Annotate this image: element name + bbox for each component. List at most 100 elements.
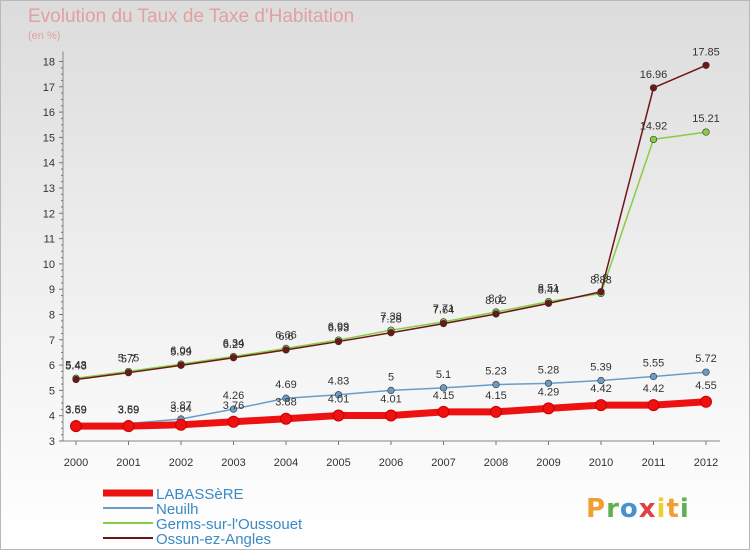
data-point	[282, 346, 290, 354]
data-point	[280, 412, 292, 425]
proxiti-logo: Proxiti	[586, 494, 689, 524]
x-tick-label: 2004	[274, 457, 298, 469]
data-label: 4.83	[328, 376, 349, 388]
data-point	[439, 320, 448, 328]
axes: 3 4 5 6 7 8 9 10 11 12 13 14 15 16 17 18 2000 2001 2002 200…	[43, 51, 720, 469]
y-tick-label: 15	[43, 132, 55, 144]
data-point	[177, 361, 185, 369]
data-label: 17.85	[692, 46, 720, 58]
data-label: 6.93	[328, 323, 349, 335]
data-point	[175, 418, 187, 431]
data-point	[70, 420, 82, 433]
data-label: 3.59	[118, 404, 139, 416]
data-point	[647, 399, 660, 412]
data-point	[649, 84, 658, 92]
data-label: 14.92	[640, 120, 668, 132]
y-tick-label: 4	[49, 411, 55, 423]
data-point	[490, 405, 502, 418]
data-label: 4.42	[643, 383, 664, 395]
data-label: 7.71	[433, 303, 454, 315]
data-point	[229, 405, 238, 413]
data-label: 8.1	[488, 293, 503, 305]
data-label: 16.96	[640, 69, 668, 81]
x-tick-label: 2012	[694, 457, 718, 469]
legend-label-2: Germs-sur-l'Oussouet	[156, 516, 303, 533]
data-label: 5.99	[170, 346, 191, 358]
legend: LABASSèRENeuilhGerms-sur-l'OussouetOssun…	[103, 486, 303, 548]
data-label: 3.69	[118, 405, 139, 417]
data-label: 5.43	[65, 361, 86, 373]
data-label: 3.59	[65, 404, 86, 416]
data-point	[122, 420, 135, 433]
x-tick-label: 2002	[169, 457, 193, 469]
chart-title: Evolution du Taux de Taxe d'Habitation	[28, 6, 355, 27]
y-tick-label: 9	[49, 284, 55, 296]
data-label: 3.88	[275, 397, 296, 409]
data-point	[595, 399, 607, 412]
x-tick-label: 2010	[589, 457, 613, 469]
y-tick-label: 16	[43, 107, 55, 119]
legend-label-1: Neuilh	[156, 501, 199, 518]
data-point	[387, 329, 395, 337]
data-label: 5.1	[436, 369, 451, 381]
x-tick-label: 2005	[326, 457, 350, 469]
data-point	[229, 354, 238, 362]
x-tick-label: 2008	[484, 457, 508, 469]
data-label: 5.72	[695, 353, 716, 365]
data-label: 5	[388, 371, 394, 383]
data-label: 5.55	[643, 357, 664, 369]
x-tick-label: 2001	[116, 457, 140, 469]
data-label: 8.51	[538, 283, 559, 295]
chart-subtitle: (en %)	[28, 30, 61, 42]
data-label: 6.99	[328, 321, 349, 333]
data-label: 4.26	[223, 390, 244, 402]
y-tick-label: 3	[49, 436, 55, 448]
data-label: 4.55	[695, 380, 716, 392]
data-label: 5.75	[118, 352, 139, 364]
data-label: 8.83	[590, 275, 611, 287]
data-label: 3.69	[65, 405, 86, 417]
y-tick-label: 10	[43, 259, 55, 271]
data-label: 8.44	[538, 284, 559, 296]
data-label: 5.28	[538, 364, 559, 376]
data-label: 4.01	[380, 393, 401, 405]
series-line-2	[75, 131, 707, 380]
x-tick-label: 2003	[221, 457, 245, 469]
x-tick-label: 2000	[64, 457, 88, 469]
data-label: 4.42	[590, 383, 611, 395]
y-tick-label: 17	[43, 82, 55, 94]
data-point	[649, 372, 658, 381]
data-label: 5.23	[485, 366, 506, 378]
y-tick-label: 14	[43, 158, 55, 170]
data-point	[332, 409, 345, 422]
data-label: 6.66	[275, 329, 296, 341]
data-points	[70, 61, 712, 433]
data-label: 3.64	[170, 403, 191, 415]
data-point	[387, 386, 395, 395]
data-point	[282, 394, 290, 402]
data-point	[702, 61, 710, 69]
data-point	[702, 128, 710, 136]
x-tick-label: 2011	[642, 457, 666, 469]
data-point	[492, 310, 500, 318]
data-label: 4.15	[433, 390, 454, 402]
legend-label-3: Ossun-ez-Angles	[156, 531, 271, 548]
legend-label-0: LABASSèRE	[156, 486, 244, 503]
y-tick-label: 6	[49, 360, 55, 372]
data-point	[227, 415, 240, 428]
data-point	[492, 380, 500, 389]
data-label: 5.7	[121, 354, 136, 366]
data-labels: 5.485.756.046.346.666.997.387.718.18.518…	[65, 46, 719, 416]
data-point	[544, 379, 553, 387]
data-label: 7.38	[380, 311, 401, 323]
data-label: 15.21	[692, 113, 720, 125]
data-label: 6.29	[223, 339, 244, 351]
data-label: 8.9	[593, 273, 608, 285]
data-label: 5.39	[590, 362, 611, 374]
x-tick-label: 2006	[379, 457, 403, 469]
x-tick-label: 2009	[536, 457, 560, 469]
data-label: 8.02	[485, 295, 506, 307]
data-label: 7.64	[433, 305, 454, 317]
y-tick-label: 11	[44, 234, 55, 246]
